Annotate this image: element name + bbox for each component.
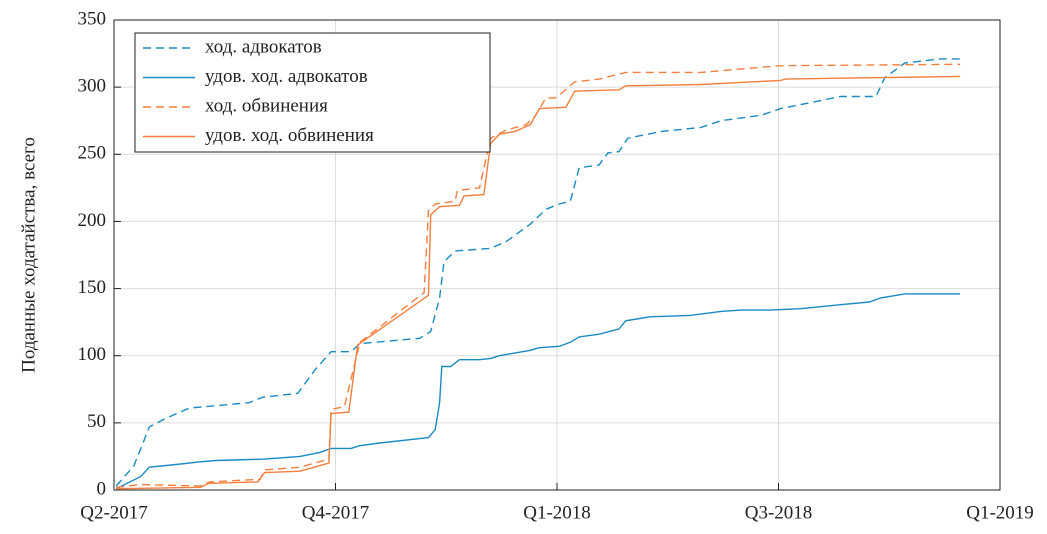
x-tick-label: Q1-2018 [523,502,591,523]
series-line [116,75,961,490]
y-tick-label: 300 [78,76,107,97]
legend-label: ход. обвинения [205,95,328,116]
legend-label: удов. ход. обвинения [205,125,374,146]
series-line [116,63,961,488]
y-tick-label: 200 [78,210,107,231]
x-tick-label: Q2-2017 [80,502,148,523]
x-tick-label: Q4-2017 [302,502,370,523]
x-tick-label: Q1-2019 [966,502,1034,523]
series-line [115,293,961,490]
plot-frame [113,19,1001,491]
y-tick-label: 150 [78,277,107,298]
legend-label: ход. адвокатов [205,36,322,57]
x-tick-label: Q3-2018 [745,502,813,523]
legend-label: удов. ход. адвокатов [205,66,368,87]
y-axis-label: Поданные ходатайства, всего [18,137,39,373]
y-tick-label: 250 [78,143,107,164]
y-tick-label: 0 [97,478,107,499]
y-tick-label: 350 [78,8,107,29]
series-line [115,58,961,487]
y-tick-label: 100 [78,344,107,365]
legend-box [134,32,491,153]
y-tick-label: 50 [87,411,106,432]
